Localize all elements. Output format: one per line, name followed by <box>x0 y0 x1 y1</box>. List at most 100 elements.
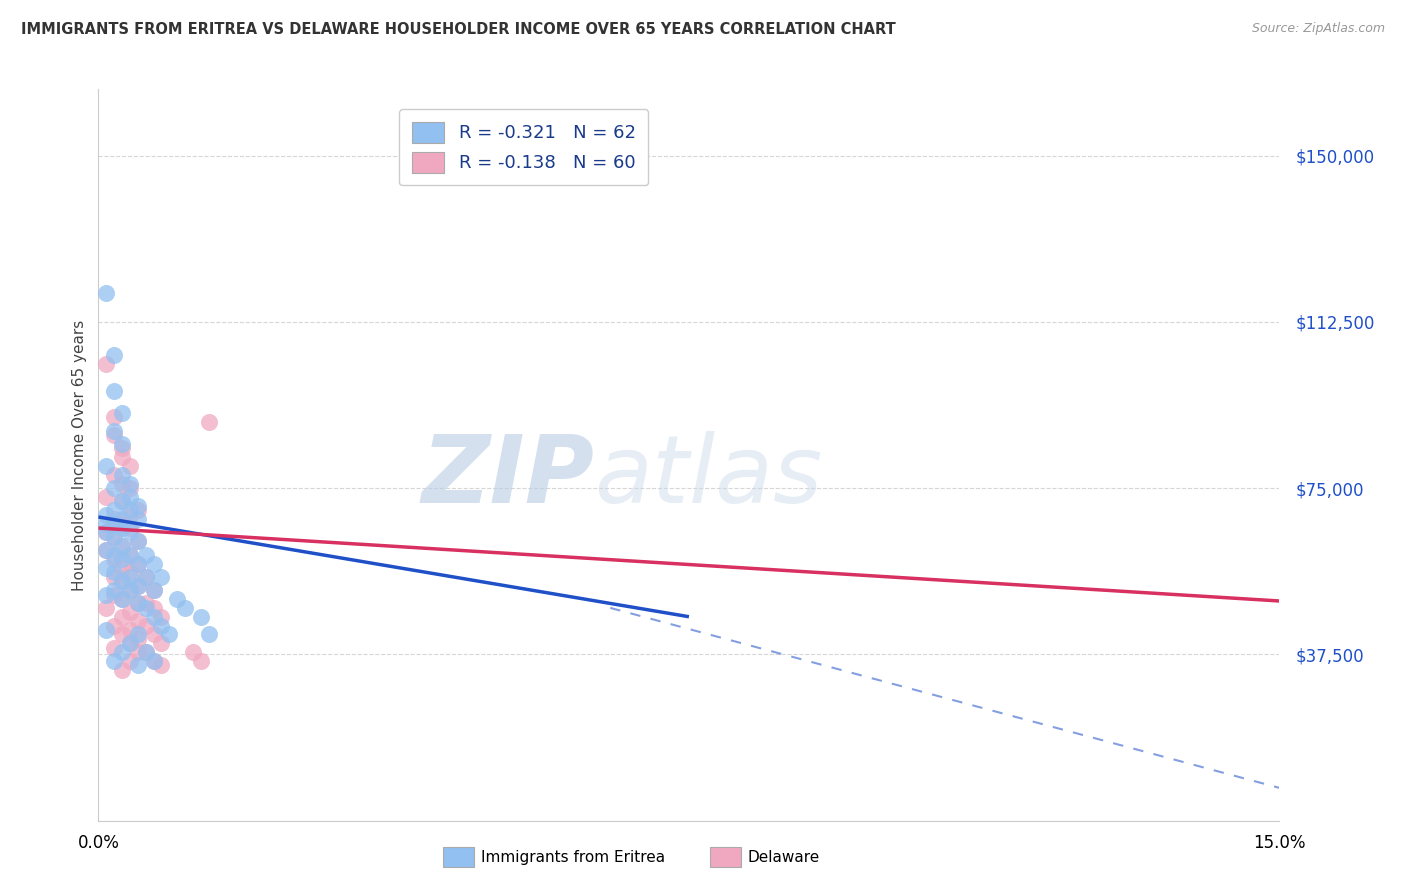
Legend: R = -0.321   N = 62, R = -0.138   N = 60: R = -0.321 N = 62, R = -0.138 N = 60 <box>399 109 648 186</box>
Point <box>142 609 165 624</box>
Point <box>111 609 134 624</box>
Point <box>96 588 118 602</box>
Point <box>142 583 165 598</box>
Point <box>197 627 219 641</box>
Point <box>118 548 141 562</box>
Point <box>127 512 149 526</box>
Point <box>111 645 134 659</box>
Point <box>103 552 125 566</box>
Point <box>111 512 134 526</box>
Point <box>150 609 173 624</box>
Point <box>111 442 134 456</box>
Point <box>127 627 149 641</box>
Point <box>118 521 141 535</box>
Point <box>135 600 157 615</box>
Point <box>127 579 149 593</box>
Point <box>127 579 149 593</box>
Text: IMMIGRANTS FROM ERITREA VS DELAWARE HOUSEHOLDER INCOME OVER 65 YEARS CORRELATION: IMMIGRANTS FROM ERITREA VS DELAWARE HOUS… <box>21 22 896 37</box>
Point <box>111 552 134 566</box>
Point <box>127 596 149 610</box>
Point <box>96 600 118 615</box>
Point <box>111 592 134 607</box>
Point <box>103 503 125 517</box>
Point <box>103 618 125 632</box>
Point <box>197 415 219 429</box>
Point <box>142 627 165 641</box>
Point <box>150 570 173 584</box>
Point <box>135 596 157 610</box>
Point <box>118 525 141 540</box>
Point <box>96 490 118 504</box>
Point <box>111 406 134 420</box>
Point <box>118 583 141 598</box>
Point <box>118 490 141 504</box>
Point <box>111 437 134 451</box>
Point <box>135 570 157 584</box>
Point <box>135 618 157 632</box>
Point <box>103 530 125 544</box>
Point <box>150 636 173 650</box>
Point <box>111 561 134 575</box>
Point <box>118 570 141 584</box>
Point <box>96 357 118 371</box>
Point <box>142 654 165 668</box>
Point <box>118 566 141 580</box>
Point <box>127 658 149 673</box>
Point <box>103 548 125 562</box>
Point <box>157 627 180 641</box>
Text: Source: ZipAtlas.com: Source: ZipAtlas.com <box>1251 22 1385 36</box>
Point <box>118 636 141 650</box>
Point <box>190 609 212 624</box>
Point <box>118 636 141 650</box>
Point <box>150 658 173 673</box>
Point <box>111 521 134 535</box>
Point <box>118 503 141 517</box>
Point <box>96 543 118 558</box>
Text: Immigrants from Eritrea: Immigrants from Eritrea <box>481 850 665 864</box>
Point <box>118 654 141 668</box>
Point <box>96 561 118 575</box>
Point <box>103 530 125 544</box>
Point <box>118 605 141 619</box>
Point <box>135 645 157 659</box>
Point <box>96 525 118 540</box>
Point <box>103 467 125 482</box>
Point <box>103 640 125 655</box>
Point <box>118 548 141 562</box>
Point <box>142 600 165 615</box>
Point <box>96 458 118 473</box>
Point <box>142 557 165 571</box>
Point <box>111 539 134 553</box>
Point <box>127 632 149 646</box>
Point <box>111 516 134 531</box>
Point <box>118 458 141 473</box>
Point <box>127 645 149 659</box>
Point <box>96 525 118 540</box>
Point <box>127 534 149 549</box>
Point <box>111 539 134 553</box>
Point <box>103 583 125 598</box>
Point <box>127 557 149 571</box>
Point <box>166 592 188 607</box>
Point <box>111 450 134 464</box>
Point <box>118 481 141 495</box>
Y-axis label: Householder Income Over 65 years: Householder Income Over 65 years <box>72 319 87 591</box>
Point <box>96 286 118 301</box>
Point <box>150 618 173 632</box>
Point <box>174 600 197 615</box>
Point <box>127 557 149 571</box>
Point <box>135 645 157 659</box>
Point <box>103 410 125 425</box>
Point <box>103 481 125 495</box>
Point <box>103 516 125 531</box>
Point <box>103 428 125 442</box>
Point <box>111 494 134 508</box>
Point <box>142 654 165 668</box>
Point <box>127 614 149 628</box>
Point <box>135 548 157 562</box>
Point <box>103 570 125 584</box>
Text: ZIP: ZIP <box>422 431 595 523</box>
Point <box>111 627 134 641</box>
Point <box>103 566 125 580</box>
Point <box>127 499 149 513</box>
